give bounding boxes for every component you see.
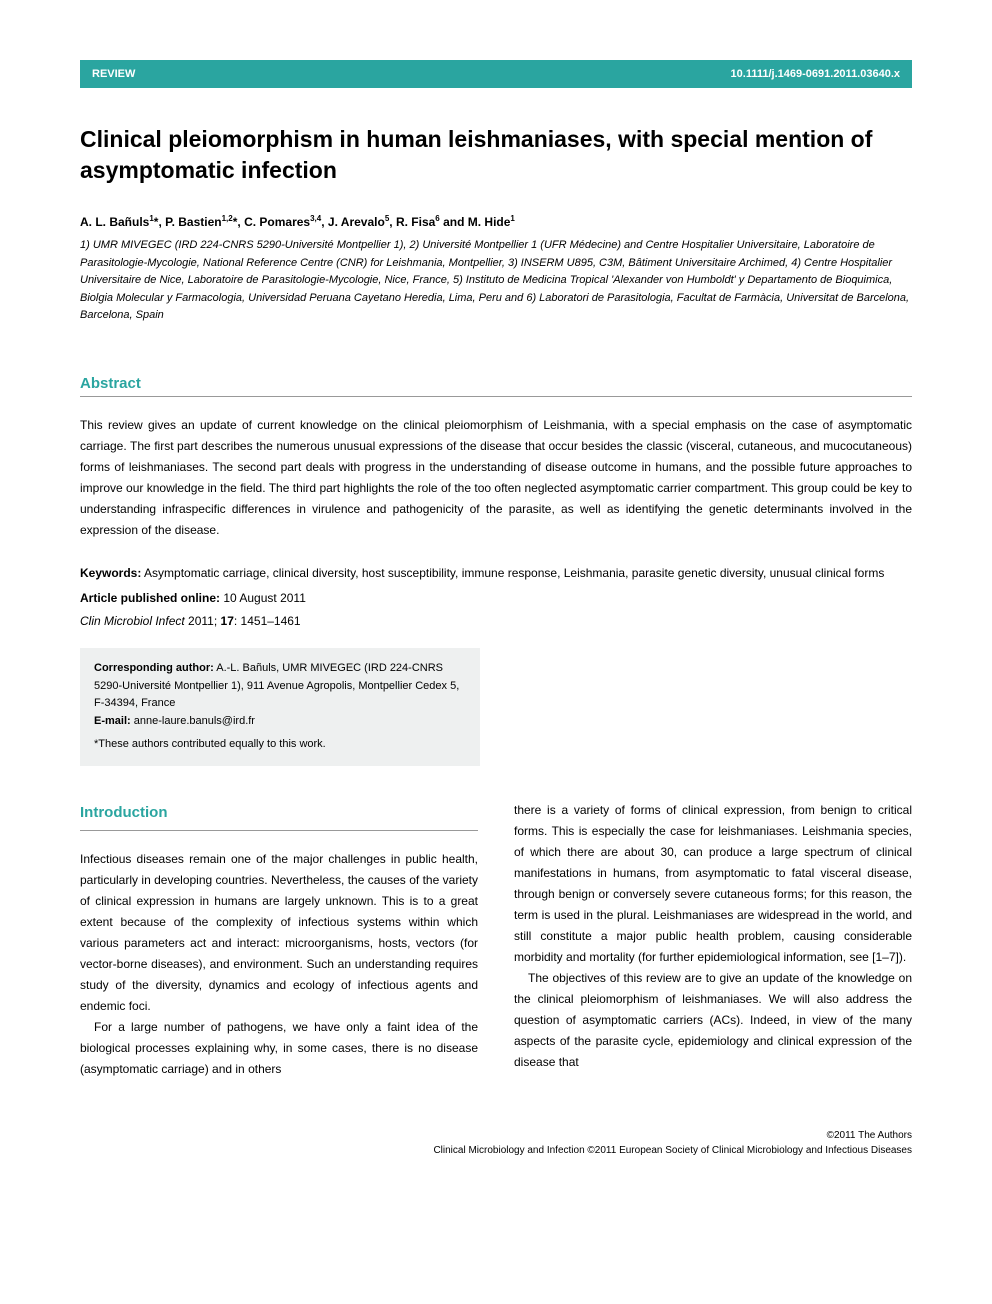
page-footer: ©2011 The Authors Clinical Microbiology … (80, 1128, 912, 1158)
citation-pages: : 1451–1461 (234, 614, 301, 628)
equal-contribution-note: *These authors contributed equally to th… (94, 736, 466, 754)
keywords-line: Keywords: Asymptomatic carriage, clinica… (80, 563, 912, 584)
introduction-rule (80, 830, 478, 831)
published-line: Article published online: 10 August 2011 (80, 588, 912, 609)
footer-line2: Clinical Microbiology and Infection ©201… (80, 1143, 912, 1158)
citation-journal: Clin Microbiol Infect (80, 614, 185, 628)
header-doi: 10.1111/j.1469-0691.2011.03640.x (731, 68, 900, 80)
citation-year: 2011; (185, 614, 221, 628)
email-label: E-mail: (94, 715, 131, 727)
citation-line: Clin Microbiol Infect 2011; 17: 1451–146… (80, 611, 912, 632)
affiliations: 1) UMR MIVEGEC (IRD 224-CNRS 5290-Univer… (80, 237, 912, 325)
right-column: there is a variety of forms of clinical … (514, 800, 912, 1080)
intro-col1-p2: For a large number of pathogens, we have… (80, 1017, 478, 1080)
review-header-bar: REVIEW 10.1111/j.1469-0691.2011.03640.x (80, 60, 912, 88)
article-title: Clinical pleiomorphism in human leishman… (80, 124, 912, 186)
citation-volume: 17 (221, 614, 234, 628)
corresponding-label: Corresponding author: (94, 662, 214, 674)
intro-col2-p1: there is a variety of forms of clinical … (514, 800, 912, 968)
published-label: Article published online: (80, 591, 220, 605)
corresponding-email-line: E-mail: anne-laure.banuls@ird.fr (94, 713, 466, 731)
corresponding-author-text: Corresponding author: A.-L. Bañuls, UMR … (94, 660, 466, 713)
keywords-text: Asymptomatic carriage, clinical diversit… (141, 566, 884, 580)
body-columns: Introduction Infectious diseases remain … (80, 800, 912, 1080)
email-value: anne-laure.banuls@ird.fr (131, 715, 255, 727)
published-date: 10 August 2011 (220, 591, 306, 605)
abstract-text: This review gives an update of current k… (80, 415, 912, 541)
keywords-label: Keywords: (80, 566, 141, 580)
abstract-heading: Abstract (80, 375, 912, 392)
introduction-heading: Introduction (80, 800, 478, 826)
abstract-rule (80, 396, 912, 397)
footer-line1: ©2011 The Authors (80, 1128, 912, 1143)
intro-col2-p2: The objectives of this review are to giv… (514, 968, 912, 1073)
header-left-label: REVIEW (92, 68, 135, 80)
intro-col1-p1: Infectious diseases remain one of the ma… (80, 849, 478, 1017)
author-list: A. L. Bañuls1*, P. Bastien1,2*, C. Pomar… (80, 214, 912, 229)
left-column: Introduction Infectious diseases remain … (80, 800, 478, 1080)
corresponding-author-box: Corresponding author: A.-L. Bañuls, UMR … (80, 648, 480, 766)
